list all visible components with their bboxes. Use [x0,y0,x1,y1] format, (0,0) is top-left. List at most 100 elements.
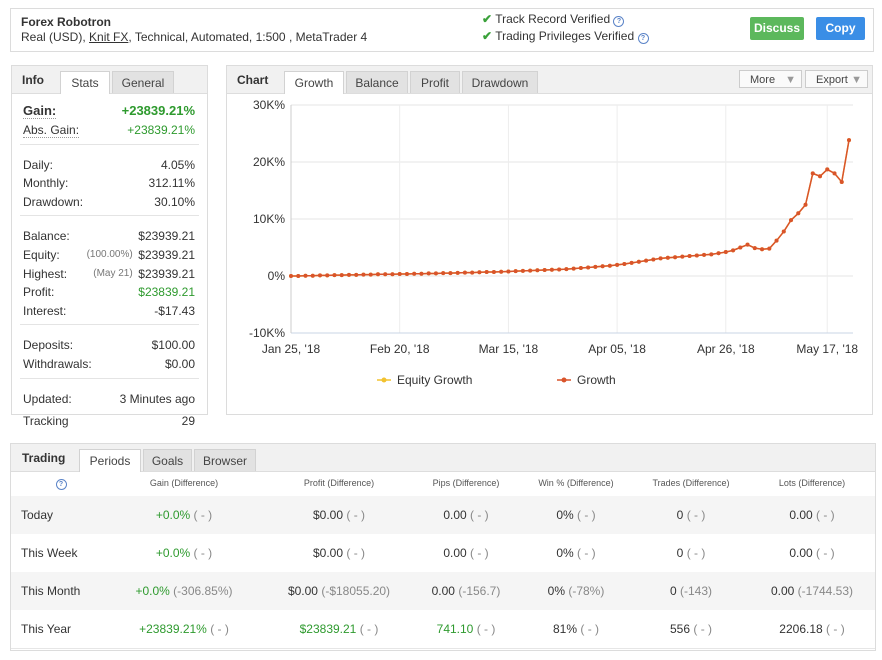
point-marker [673,255,678,260]
table-cell: 0.00 (-1744.53) [732,584,882,598]
cell-value: 556 [669,622,691,636]
copy-button[interactable]: Copy [816,17,865,40]
cell-diff: (-156.7) [458,584,501,598]
column-header-text: Trades (Difference) [652,478,730,488]
point-marker [368,272,373,277]
column-header: Win % (Difference) [516,478,636,488]
x-tick-label: Feb 20, '18 [370,342,430,356]
point-marker [752,246,757,251]
table-row [11,610,875,649]
more-menu[interactable]: More ▼ [739,70,802,88]
point-marker [832,171,837,176]
broker-link[interactable]: Knit FX [89,30,129,44]
cell-value: 0 [669,584,677,598]
point-marker [694,253,699,258]
check-icon: ✔ [482,12,493,26]
point-marker [412,271,417,276]
cell-value: $0.00 [312,508,344,522]
stat-label: Abs. Gain: [23,123,80,138]
stat-value: +23839.21% [127,123,195,137]
info-title: Info [22,73,44,87]
stat-value: $23939.21 [138,266,195,281]
cell-value: 741.10 [436,622,474,636]
point-marker [317,273,322,278]
cell-value: +23839.21% [139,622,207,636]
point-marker [419,271,424,276]
browser-tab[interactable]: Browser [194,449,256,471]
point-marker [303,273,308,278]
column-header-text: Profit (Difference) [303,478,375,488]
x-tick-label: Apr 26, '18 [697,342,755,356]
point-marker [426,271,431,276]
point-marker [455,270,460,275]
point-marker [593,264,598,269]
point-marker [571,266,576,271]
cell-value: $0.00 [312,546,344,560]
separator [20,377,199,379]
column-header-text: Gain (Difference) [149,478,219,488]
stat-label: Interest: [23,303,67,318]
cell-value: $0.00 [287,584,318,598]
point-marker [448,271,453,276]
verified-item: ✔ Track Record Verified ? [482,12,625,27]
stats-tab[interactable]: Stats [60,71,110,94]
stat-value: $100.00 [151,338,195,353]
stat-value: $23939.21 [138,248,195,262]
general-tab[interactable]: General [112,71,174,93]
cell-diff: ( - ) [816,508,835,522]
point-marker [564,267,569,272]
point-marker [839,179,844,184]
cell-diff: ( - ) [693,622,713,636]
stat-label: Tracking [23,414,69,429]
table-cell: +0.0% ( - ) [104,546,264,560]
point-marker [491,270,496,275]
point-marker [499,269,504,274]
point-marker [810,171,815,176]
export-menu[interactable]: Export ▼ [805,70,868,88]
cell-value: 0% [547,584,565,598]
point-marker [767,246,772,251]
drawdown-tab[interactable]: Drawdown [462,71,538,93]
cell-value: 0 [676,546,684,560]
point-marker [332,273,337,278]
growth-tab[interactable]: Growth [284,71,344,94]
cell-value: 81% [552,622,578,636]
help-icon[interactable]: ? [613,16,625,27]
help-icon[interactable]: ? [637,33,649,44]
stat-label: Balance: [23,229,70,244]
cell-value: 0.00 [443,508,467,522]
cell-value: $23839.21 [299,622,357,636]
info-panel: Info Stats General Gain: +23839.21% Abs. G… [11,65,208,428]
help-icon[interactable]: ? [1,478,121,490]
column-header: Profit (Difference) [279,478,399,488]
cell-diff: ( - ) [359,622,379,636]
point-marker [716,251,721,256]
legend-marker [381,377,387,383]
chart-panel: Chart Growth Balance Profit Drawdown Mor… [226,65,873,415]
table-cell: 81% ( - ) [496,622,656,636]
stat-value: 4.05% [160,157,195,172]
table-cell: 0.00 ( - ) [386,546,546,560]
x-tick-label: Jan 25, '18 [262,342,321,356]
goals-tab[interactable]: Goals [143,449,192,471]
y-tick-label: 10K% [253,212,285,226]
verified-text: Trading Privileges Verified [495,29,635,43]
profit-tab[interactable]: Profit [410,71,460,93]
balance-tab[interactable]: Balance [346,71,408,93]
point-marker [789,218,794,223]
separator [20,215,199,217]
row-label: This Year [21,622,72,636]
table-cell: 0.00 ( - ) [732,546,882,560]
help-icon-glyph: ? [55,479,67,490]
point-marker [477,270,482,275]
point-marker [383,272,388,277]
column-header: Lots (Difference) [752,478,872,488]
trading-panel: Trading Periods Goals Browser ? Gain (Dif… [10,443,876,651]
point-marker [818,174,823,179]
discuss-button[interactable]: Discuss [750,17,804,40]
separator [20,143,199,145]
table-cell: 0.00 (-156.7) [386,584,546,598]
cell-value: 0% [556,546,574,560]
periods-tab[interactable]: Periods [79,449,141,472]
point-marker [549,267,554,272]
